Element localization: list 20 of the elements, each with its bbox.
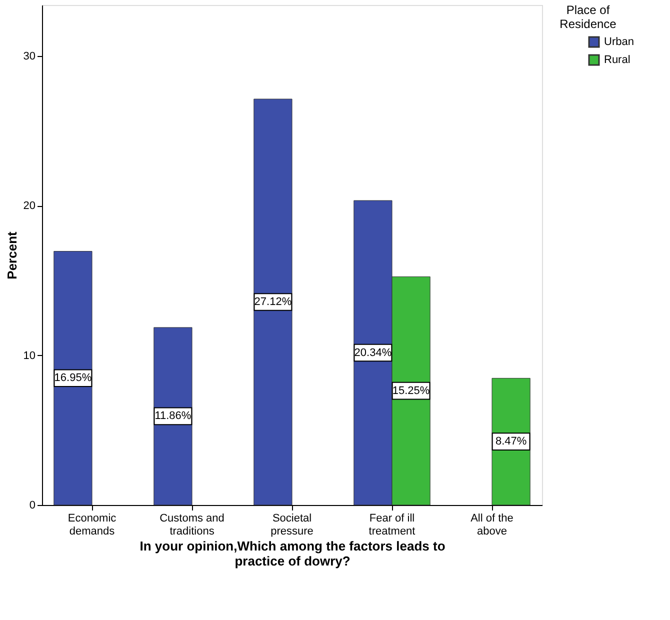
bar [54, 251, 92, 506]
x-tick-label: All of the above [470, 512, 514, 538]
data-label: 15.25% [392, 384, 430, 397]
bar [254, 98, 292, 506]
x-tick-label: Economic demands [68, 512, 117, 538]
legend-label: Rural [604, 54, 630, 66]
legend-label: Urban [604, 36, 634, 48]
bar [154, 327, 192, 506]
y-tick-label: 10 [23, 350, 36, 362]
y-tick-label: 30 [23, 50, 36, 62]
x-tick-label: Fear of ill treatment [368, 512, 416, 538]
x-tick-label: Societal pressure [270, 512, 314, 538]
y-axis-title: Percent [4, 230, 20, 280]
x-axis-title: In your opinion,Which among the factors leads to practice of dowry? [140, 538, 446, 568]
x-tick-label: Customs and traditions [160, 512, 224, 538]
y-tick-label: 20 [23, 200, 36, 212]
data-label: 8.47% [495, 436, 527, 448]
legend-title: Place of Residence [560, 3, 617, 31]
data-label: 11.86% [154, 410, 192, 422]
y-tick-label: 0 [29, 500, 36, 512]
